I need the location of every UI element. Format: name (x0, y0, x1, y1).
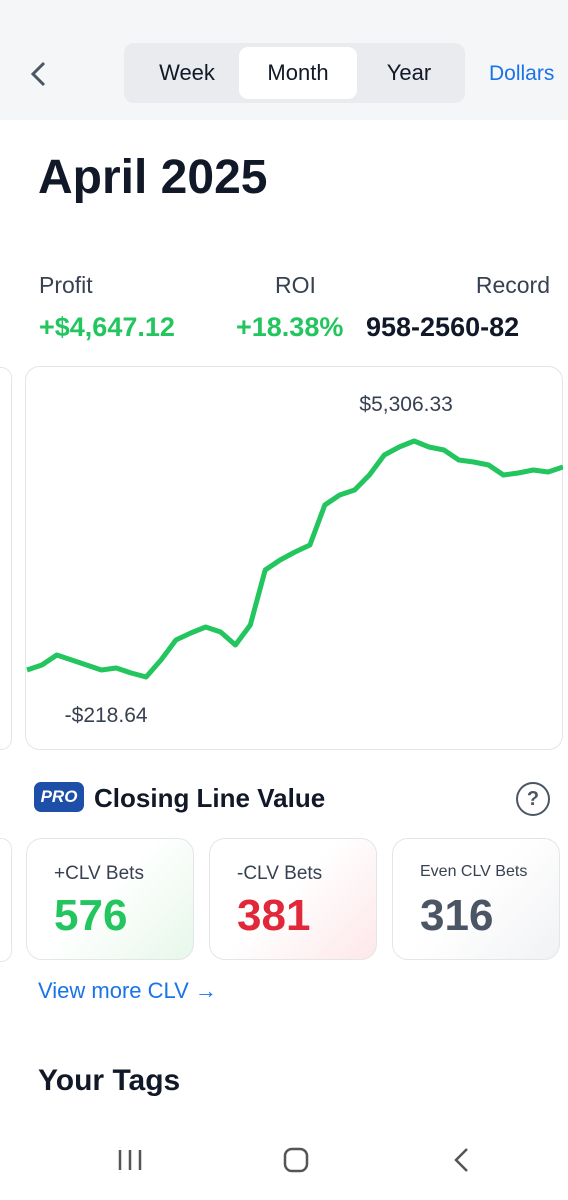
clv-value: 381 (237, 891, 311, 940)
clv-card: +CLV Bets 576 (26, 838, 194, 960)
period-tab[interactable]: Month (239, 47, 357, 99)
profit-line (26, 438, 563, 680)
help-button[interactable]: ? (516, 782, 550, 816)
recents-button[interactable] (118, 1150, 142, 1170)
stat-label: ROI (275, 272, 316, 298)
stat-value: 958-2560-82 (366, 312, 520, 342)
section-title: Your Tags (38, 1064, 181, 1097)
back-nav-button[interactable] (454, 1148, 468, 1172)
prev-card (0, 838, 12, 962)
prev-card (0, 367, 12, 750)
page-title: April 2025 (38, 151, 268, 204)
pro-badge: PRO (34, 782, 84, 812)
link-text[interactable]: View more CLV (38, 978, 189, 1003)
clv-value: 316 (420, 891, 494, 940)
system-nav (118, 1147, 468, 1173)
view-more-link[interactable]: View more CLV → (38, 978, 217, 1003)
annotation: -$218.64 (65, 704, 148, 727)
clv-card: -CLV Bets 381 (209, 838, 377, 960)
back-button[interactable] (26, 60, 50, 88)
clv-label: Even CLV Bets (420, 863, 528, 880)
clv-label: -CLV Bets (237, 863, 323, 884)
header: Week Month Year Dollars (0, 0, 568, 120)
clv-value: 576 (54, 891, 128, 940)
section-title: Closing Line Value (94, 783, 326, 813)
stat-value: +18.38% (236, 312, 344, 342)
currency-button[interactable]: Dollars (489, 62, 555, 85)
period-tab[interactable]: Year (386, 60, 432, 85)
stat-value: +$4,647.12 (39, 312, 175, 342)
stat-label: Record (475, 272, 550, 298)
chart: $5,306.33 -$218.64 (25, 366, 563, 750)
annotation: $5,306.33 (359, 393, 452, 416)
home-button[interactable] (283, 1147, 309, 1173)
clv-card: Even CLV Bets 316 (392, 838, 560, 960)
period-tab[interactable]: Week (159, 60, 215, 85)
clv-label: +CLV Bets (54, 863, 144, 884)
stat-label: Profit (39, 272, 93, 298)
chart-frame (25, 366, 563, 750)
period-switch: Week Month Year (124, 43, 465, 103)
